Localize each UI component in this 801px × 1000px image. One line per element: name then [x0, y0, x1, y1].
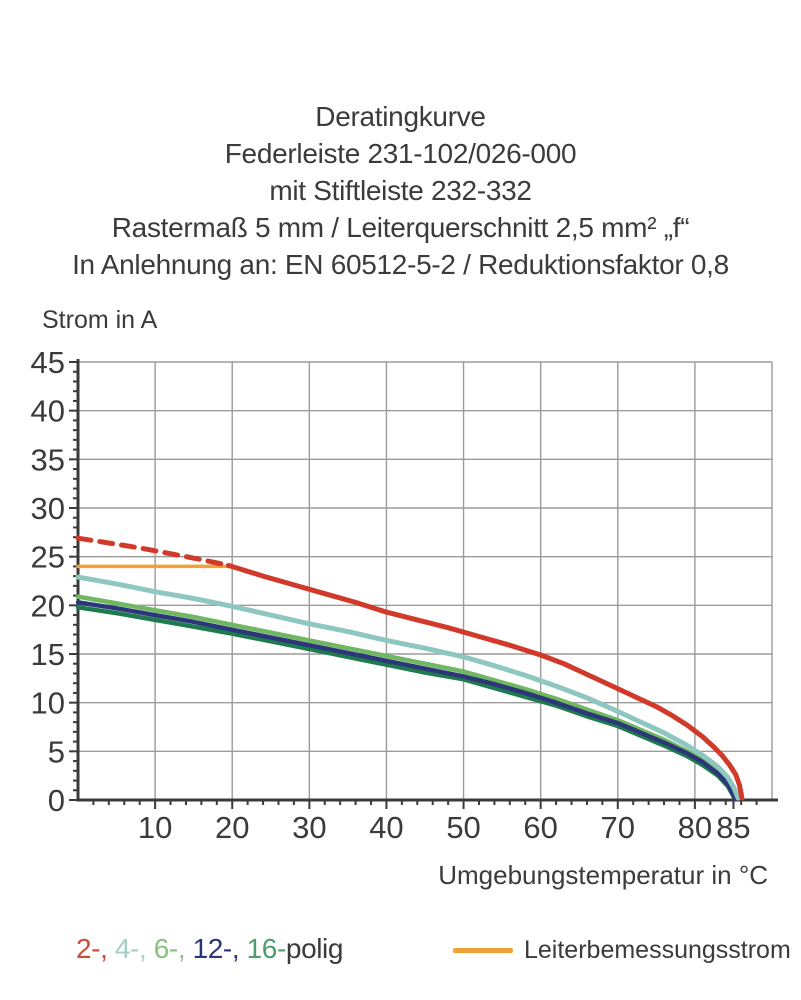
- x-tick-label: 30: [292, 810, 326, 845]
- series-2-polig-grenzbereich-gestrichelt: [75, 535, 231, 568]
- y-axis-title: Strom in A: [42, 306, 158, 334]
- title-line-1: Deratingkurve: [315, 101, 486, 132]
- polig-legend-suffix: polig: [285, 933, 344, 964]
- y-tick-label: 25: [31, 540, 65, 575]
- rated-current-legend: Leiterbemessungsstrom: [453, 936, 791, 965]
- axes: [76, 359, 778, 802]
- polig-legend-item: 2-,: [76, 933, 115, 964]
- x-tick-label: 40: [369, 810, 403, 845]
- axis-ticks: [69, 361, 758, 809]
- title-line-5: In Anlehnung an: EN 60512-5-2 / Reduktio…: [72, 249, 729, 280]
- polig-legend-item: 12-,: [192, 933, 247, 964]
- series-16-polig: [75, 605, 738, 802]
- title-line-2: Federleiste 231-102/026-000: [224, 138, 577, 169]
- polig-legend-item: 4-,: [114, 933, 154, 964]
- chart-title-block: Deratingkurve Federleiste 231-102/026-00…: [0, 98, 801, 283]
- y-tick-label: 35: [31, 442, 65, 477]
- series-12-polig: [75, 600, 738, 802]
- title-line-3: mit Stiftleiste 232-332: [269, 175, 532, 206]
- rated-current-label: Leiterbemessungsstrom: [524, 936, 791, 964]
- gridlines: [78, 361, 773, 800]
- y-tick-label: 5: [48, 734, 65, 769]
- y-tick-label: 15: [31, 637, 65, 672]
- y-tick-label: 40: [31, 394, 65, 429]
- series-2-polig: [225, 562, 745, 801]
- x-tick-label: 85: [716, 810, 750, 845]
- x-tick-label: 10: [138, 810, 172, 845]
- tick-labels: 10 20 30 40 50 60 70 80 85 0 5 10 15 20 25 30 35 40 45: [31, 345, 751, 845]
- x-tick-label: 50: [446, 810, 480, 845]
- polig-legend-item: 6-,: [153, 933, 193, 964]
- y-tick-label: 0: [48, 783, 65, 818]
- polig-legend: 2-, 4-, 6-, 12-, 16-polig: [76, 933, 343, 965]
- y-tick-label: 20: [31, 588, 65, 623]
- rated-current-line-swatch: [453, 948, 513, 953]
- x-tick-label: 70: [601, 810, 635, 845]
- y-tick-label: 30: [31, 491, 65, 526]
- title-line-4: Rastermaß 5 mm / Leiterquerschnitt 2,5 m…: [111, 212, 690, 243]
- y-tick-label: 10: [31, 686, 65, 721]
- x-tick-label: 80: [678, 810, 712, 845]
- y-tick-label: 45: [31, 345, 65, 380]
- series-4-polig: [75, 574, 741, 801]
- x-tick-label: 60: [523, 810, 557, 845]
- polig-legend-item: 16-: [246, 933, 287, 964]
- x-tick-label: 20: [215, 810, 249, 845]
- x-axis-title: Umgebungstemperatur in °C: [438, 860, 768, 890]
